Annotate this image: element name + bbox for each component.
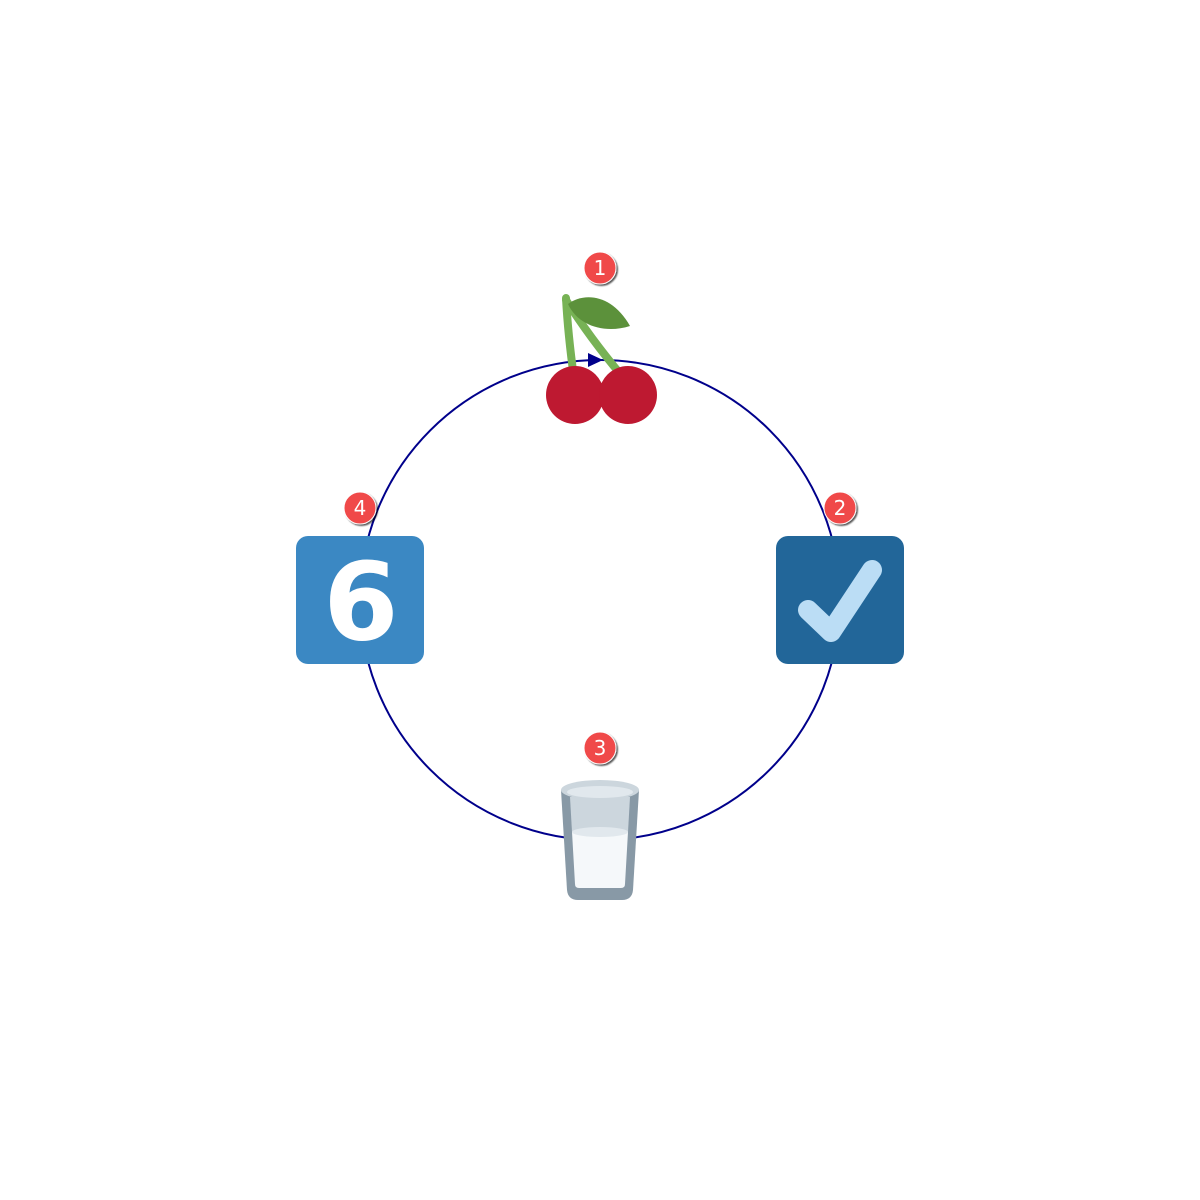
cycle-ring — [359, 359, 841, 841]
step-badge — [583, 731, 617, 765]
step-number: 3 — [594, 736, 607, 760]
check-mark-button-icon — [776, 536, 904, 664]
node-2: 2 — [776, 491, 904, 664]
node-3: 3 — [561, 731, 639, 900]
step-number: 2 — [834, 496, 847, 520]
cherries-icon — [546, 294, 657, 424]
keycap-digit: 6 — [323, 541, 398, 666]
node-4: 6 4 — [296, 491, 424, 666]
step-number: 1 — [594, 256, 607, 280]
ring-arrowhead — [588, 353, 603, 367]
step-number: 4 — [354, 496, 367, 520]
step-badge — [583, 251, 617, 285]
step-badge — [343, 491, 377, 525]
node-1: 1 — [546, 251, 657, 424]
glass-of-milk-icon — [561, 780, 639, 900]
keycap-six-icon: 6 — [296, 536, 424, 666]
step-badge — [823, 491, 857, 525]
